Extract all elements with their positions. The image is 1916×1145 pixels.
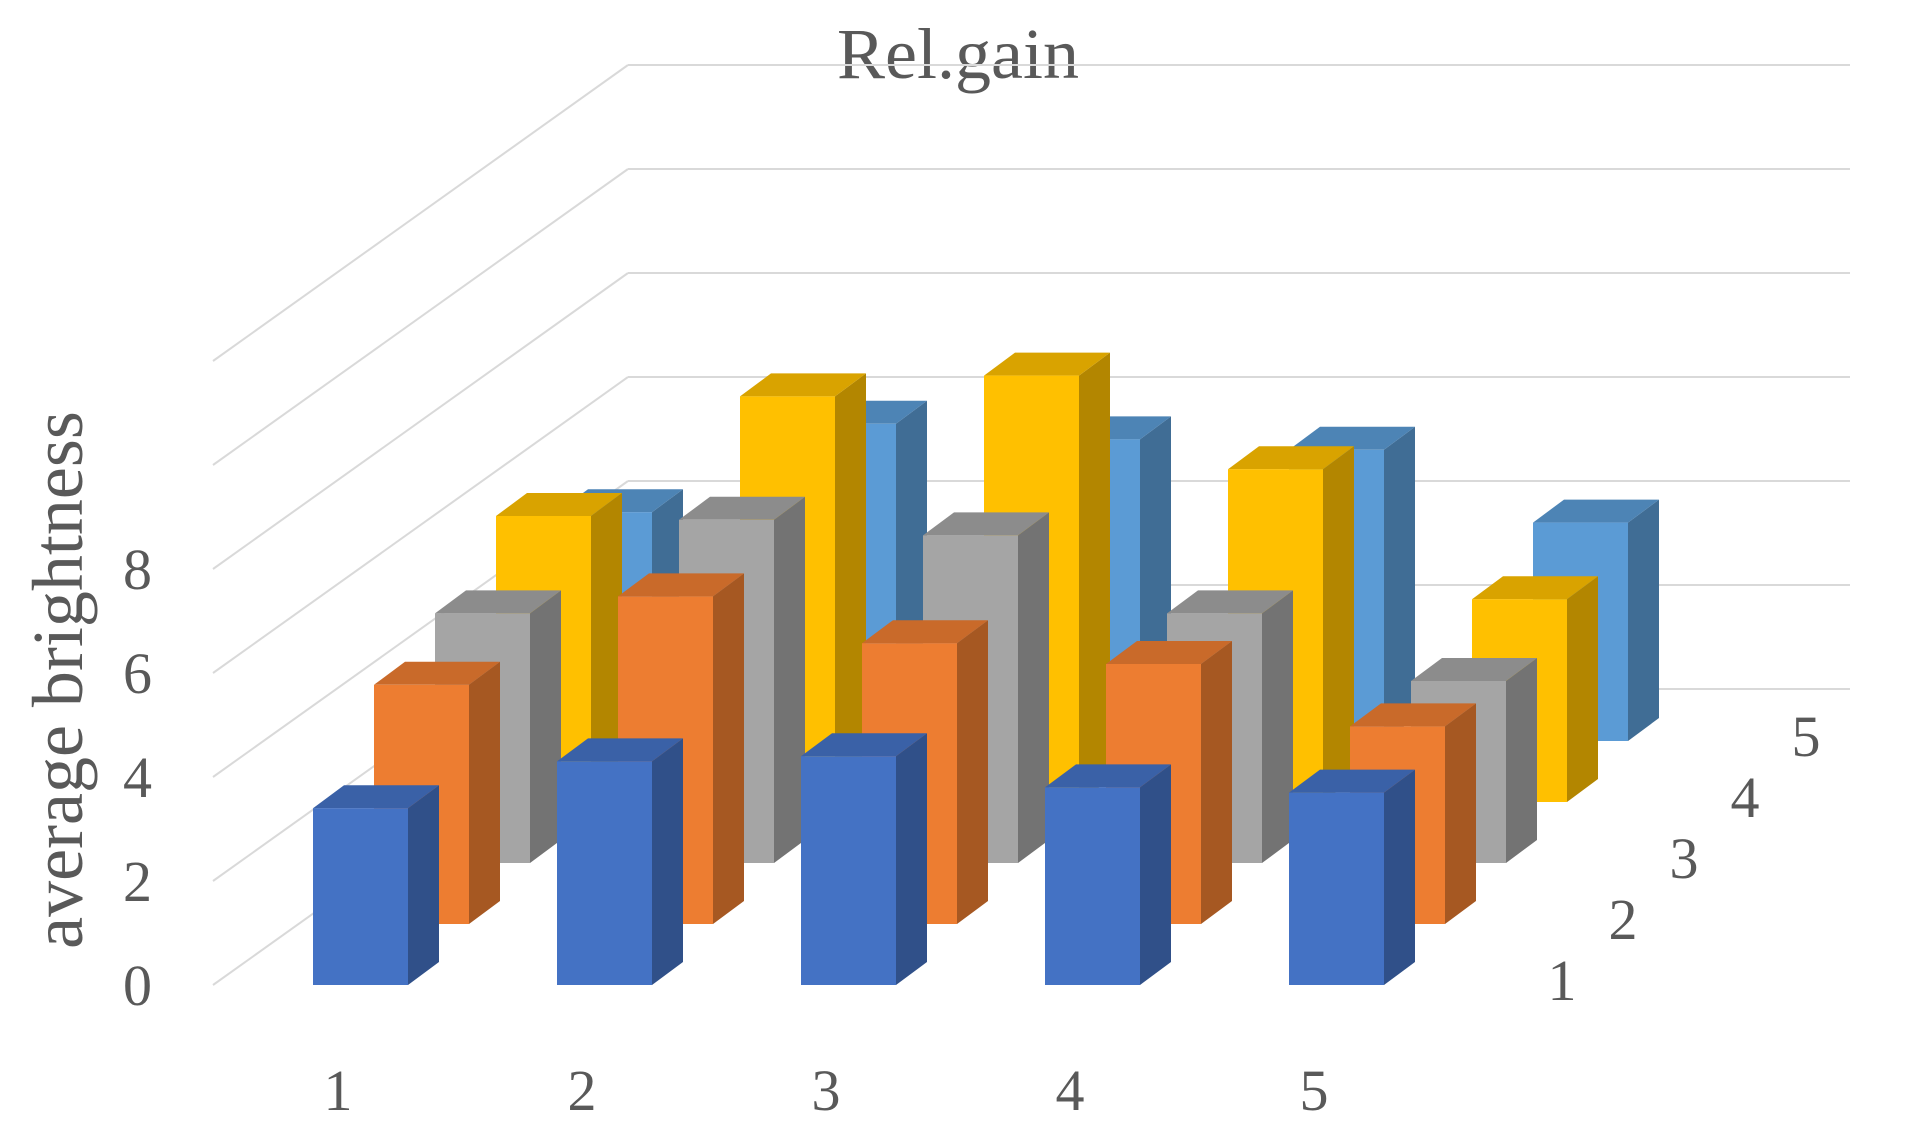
x-tick-label: 2 <box>568 1058 597 1123</box>
bar-side <box>1567 576 1598 802</box>
bar-top <box>1228 446 1354 470</box>
bar-side <box>1506 658 1537 863</box>
bar-side <box>1628 499 1659 741</box>
gridline <box>212 272 629 570</box>
y-tick-label: 4 <box>123 745 152 810</box>
x-tick-label: 5 <box>1300 1058 1329 1123</box>
x-tick-labels: 1 2 3 4 5 <box>324 1058 1329 1123</box>
bar-side <box>1201 641 1232 924</box>
bar-top <box>862 620 988 644</box>
bar-front <box>1289 792 1384 985</box>
chart-title: Rel.gain <box>837 14 1079 94</box>
y-tick-label: 2 <box>123 849 152 914</box>
x-tick-label: 1 <box>324 1058 353 1123</box>
bar-top <box>1289 426 1415 450</box>
bar-front <box>1045 787 1140 985</box>
bar-side <box>408 785 439 985</box>
bar-side <box>530 590 561 863</box>
bar-top <box>1106 641 1232 664</box>
depth-tick-label: 4 <box>1731 765 1760 830</box>
bar-top <box>923 512 1049 536</box>
bar-side <box>652 738 683 985</box>
bar-top <box>435 590 561 614</box>
y-tick-label: 0 <box>123 953 152 1018</box>
bar-side <box>1079 352 1110 802</box>
bar-top <box>1289 769 1415 793</box>
x-tick-label: 3 <box>812 1058 841 1123</box>
bar <box>1289 769 1415 985</box>
bar-top <box>984 352 1110 376</box>
bar <box>313 785 439 985</box>
bar-front <box>313 808 408 985</box>
depth-tick-label: 3 <box>1670 826 1699 891</box>
bar-side <box>896 733 927 985</box>
bar-top <box>313 785 439 809</box>
bar-side <box>1323 446 1354 802</box>
bar-top <box>801 733 927 757</box>
depth-tick-label: 5 <box>1792 704 1821 769</box>
bar-side <box>1384 769 1415 985</box>
bar-front <box>557 761 652 985</box>
gridline <box>212 64 629 362</box>
depth-tick-label: 1 <box>1548 948 1577 1013</box>
bar-top <box>1167 590 1293 614</box>
bar-side <box>957 620 988 924</box>
bar-top <box>1350 703 1476 727</box>
bar-top <box>618 573 744 597</box>
bar-side <box>713 573 744 924</box>
bar-side <box>1384 426 1415 741</box>
y-tick-label: 6 <box>123 641 152 706</box>
bar-side <box>1445 703 1476 924</box>
bar-side <box>469 661 500 924</box>
bar-top <box>1533 499 1659 523</box>
bar-top <box>374 661 500 685</box>
gridline <box>212 376 629 674</box>
bar <box>1045 764 1171 985</box>
bar-side <box>1140 764 1171 985</box>
bar-top <box>557 738 683 762</box>
depth-tick-label: 2 <box>1609 887 1638 952</box>
bar-top <box>740 373 866 397</box>
y-axis-title: average brightness <box>18 411 98 949</box>
y-tick-labels: 0 2 4 6 8 <box>123 537 152 1018</box>
bar-top <box>1045 764 1171 788</box>
bar-side <box>1262 590 1293 863</box>
bars <box>313 352 1659 985</box>
bar-side <box>1018 512 1049 863</box>
bar-top <box>1411 658 1537 681</box>
bar-front <box>801 756 896 985</box>
x-tick-label: 4 <box>1056 1058 1085 1123</box>
bar-side <box>774 496 805 863</box>
y-tick-label: 8 <box>123 537 152 602</box>
gridline <box>212 168 629 466</box>
bar <box>557 738 683 985</box>
bar-top <box>496 493 622 516</box>
bar-top <box>679 496 805 520</box>
bar <box>801 733 927 985</box>
bar-top <box>1472 576 1598 600</box>
bar-side <box>835 373 866 802</box>
bar-side <box>591 493 622 802</box>
